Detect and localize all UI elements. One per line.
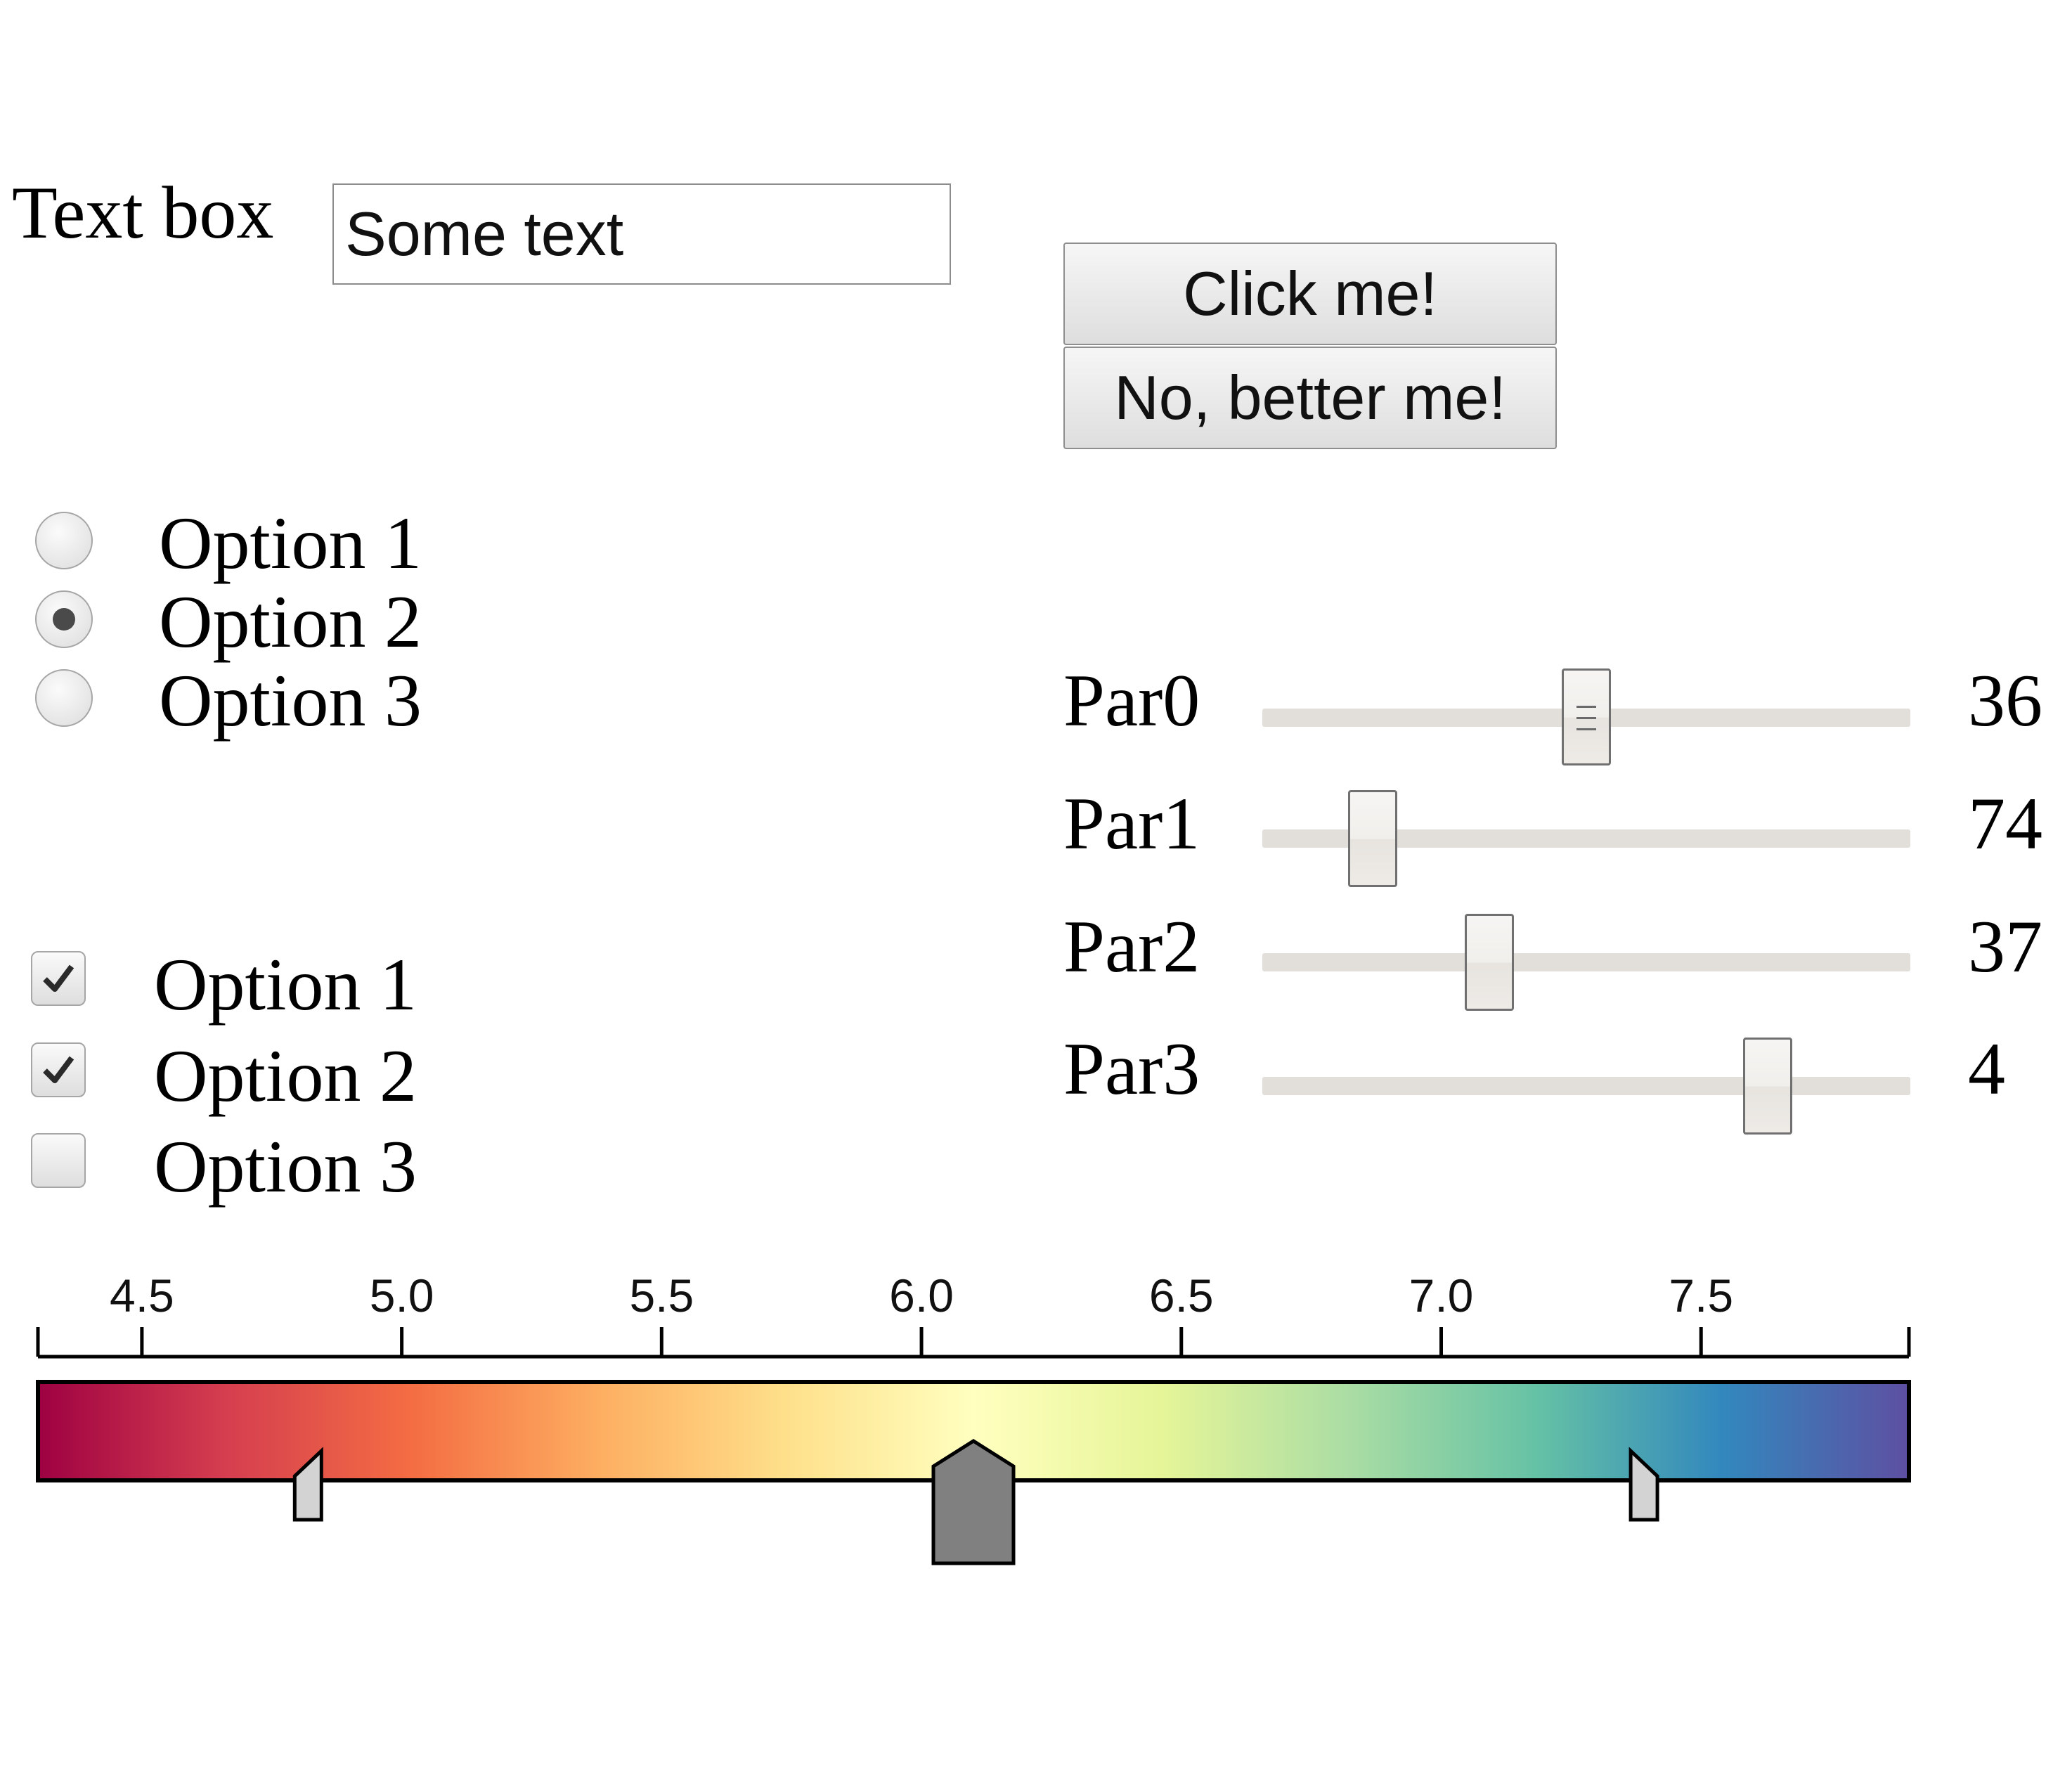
slider-label-par0: Par0 (1063, 659, 1200, 742)
checkbox[interactable] (31, 951, 86, 1006)
slider-label-par1: Par1 (1063, 782, 1200, 865)
slider-thumb-par3[interactable] (1743, 1038, 1793, 1135)
checkbox-option-label: Option 3 (154, 1125, 417, 1208)
radio-option-1[interactable]: Option 1 (0, 506, 450, 583)
radio-button[interactable] (35, 590, 93, 648)
radio-option-label: Option 1 (159, 502, 422, 584)
slider-thumb-par2[interactable] (1464, 914, 1514, 1011)
checkbox-option-label: Option 2 (154, 1035, 417, 1117)
checkmark-icon (43, 1056, 75, 1083)
textbox-label: Text box (12, 172, 274, 254)
checkbox-option-3[interactable]: Option 3 (0, 1130, 450, 1207)
checkbox-option-2[interactable]: Option 2 (0, 1039, 450, 1116)
radio-option-2[interactable]: Option 2 (0, 585, 450, 662)
colorbar-tick-label: 7.5 (1669, 1269, 1733, 1322)
slider-thumb-par0[interactable] (1562, 668, 1611, 765)
slider-label-par2: Par2 (1063, 905, 1200, 988)
slider-value-par2: 37 (1968, 905, 2042, 988)
colorbar-tick-label: 6.5 (1149, 1269, 1214, 1322)
slider-track-par2[interactable] (1262, 914, 1910, 1011)
better-me-button[interactable]: No, better me! (1063, 347, 1557, 449)
colorbar-tick-label: 6.0 (889, 1269, 954, 1322)
colorbar-tick-label: 7.0 (1409, 1269, 1474, 1322)
radio-button[interactable] (35, 512, 93, 569)
colorbar-range-selector: 4.5 5.0 5.5 6.0 6.5 7.0 7.5 (36, 1269, 1911, 1565)
slider-track-par3[interactable] (1262, 1038, 1910, 1135)
slider-label-par3: Par3 (1063, 1028, 1200, 1110)
colorbar-tick-label: 5.0 (370, 1269, 434, 1322)
radio-option-label: Option 2 (159, 581, 422, 663)
slider-value-par1: 74 (1968, 782, 2042, 865)
range-low-handle[interactable] (292, 1447, 323, 1522)
radio-option-label: Option 3 (159, 659, 422, 742)
slider-thumb-par1[interactable] (1347, 790, 1397, 887)
range-center-handle[interactable] (931, 1439, 1016, 1565)
checkbox[interactable] (31, 1042, 86, 1097)
colorbar-tick-label: 4.5 (110, 1269, 174, 1322)
radio-button[interactable] (35, 669, 93, 727)
radio-option-3[interactable]: Option 3 (0, 664, 450, 741)
click-me-button[interactable]: Click me! (1063, 243, 1557, 345)
checkbox-option-1[interactable]: Option 1 (0, 948, 450, 1025)
slider-value-par0: 36 (1968, 659, 2042, 742)
slider-track-par0[interactable] (1262, 668, 1910, 765)
slider-track-par1[interactable] (1262, 790, 1910, 887)
colorbar-tick-label: 5.5 (629, 1269, 694, 1322)
checkmark-icon (43, 964, 75, 992)
checkbox[interactable] (31, 1133, 86, 1188)
text-input[interactable] (332, 183, 951, 285)
slider-value-par3: 4 (1968, 1028, 2005, 1110)
range-high-handle[interactable] (1629, 1447, 1659, 1522)
checkbox-option-label: Option 1 (154, 943, 417, 1026)
